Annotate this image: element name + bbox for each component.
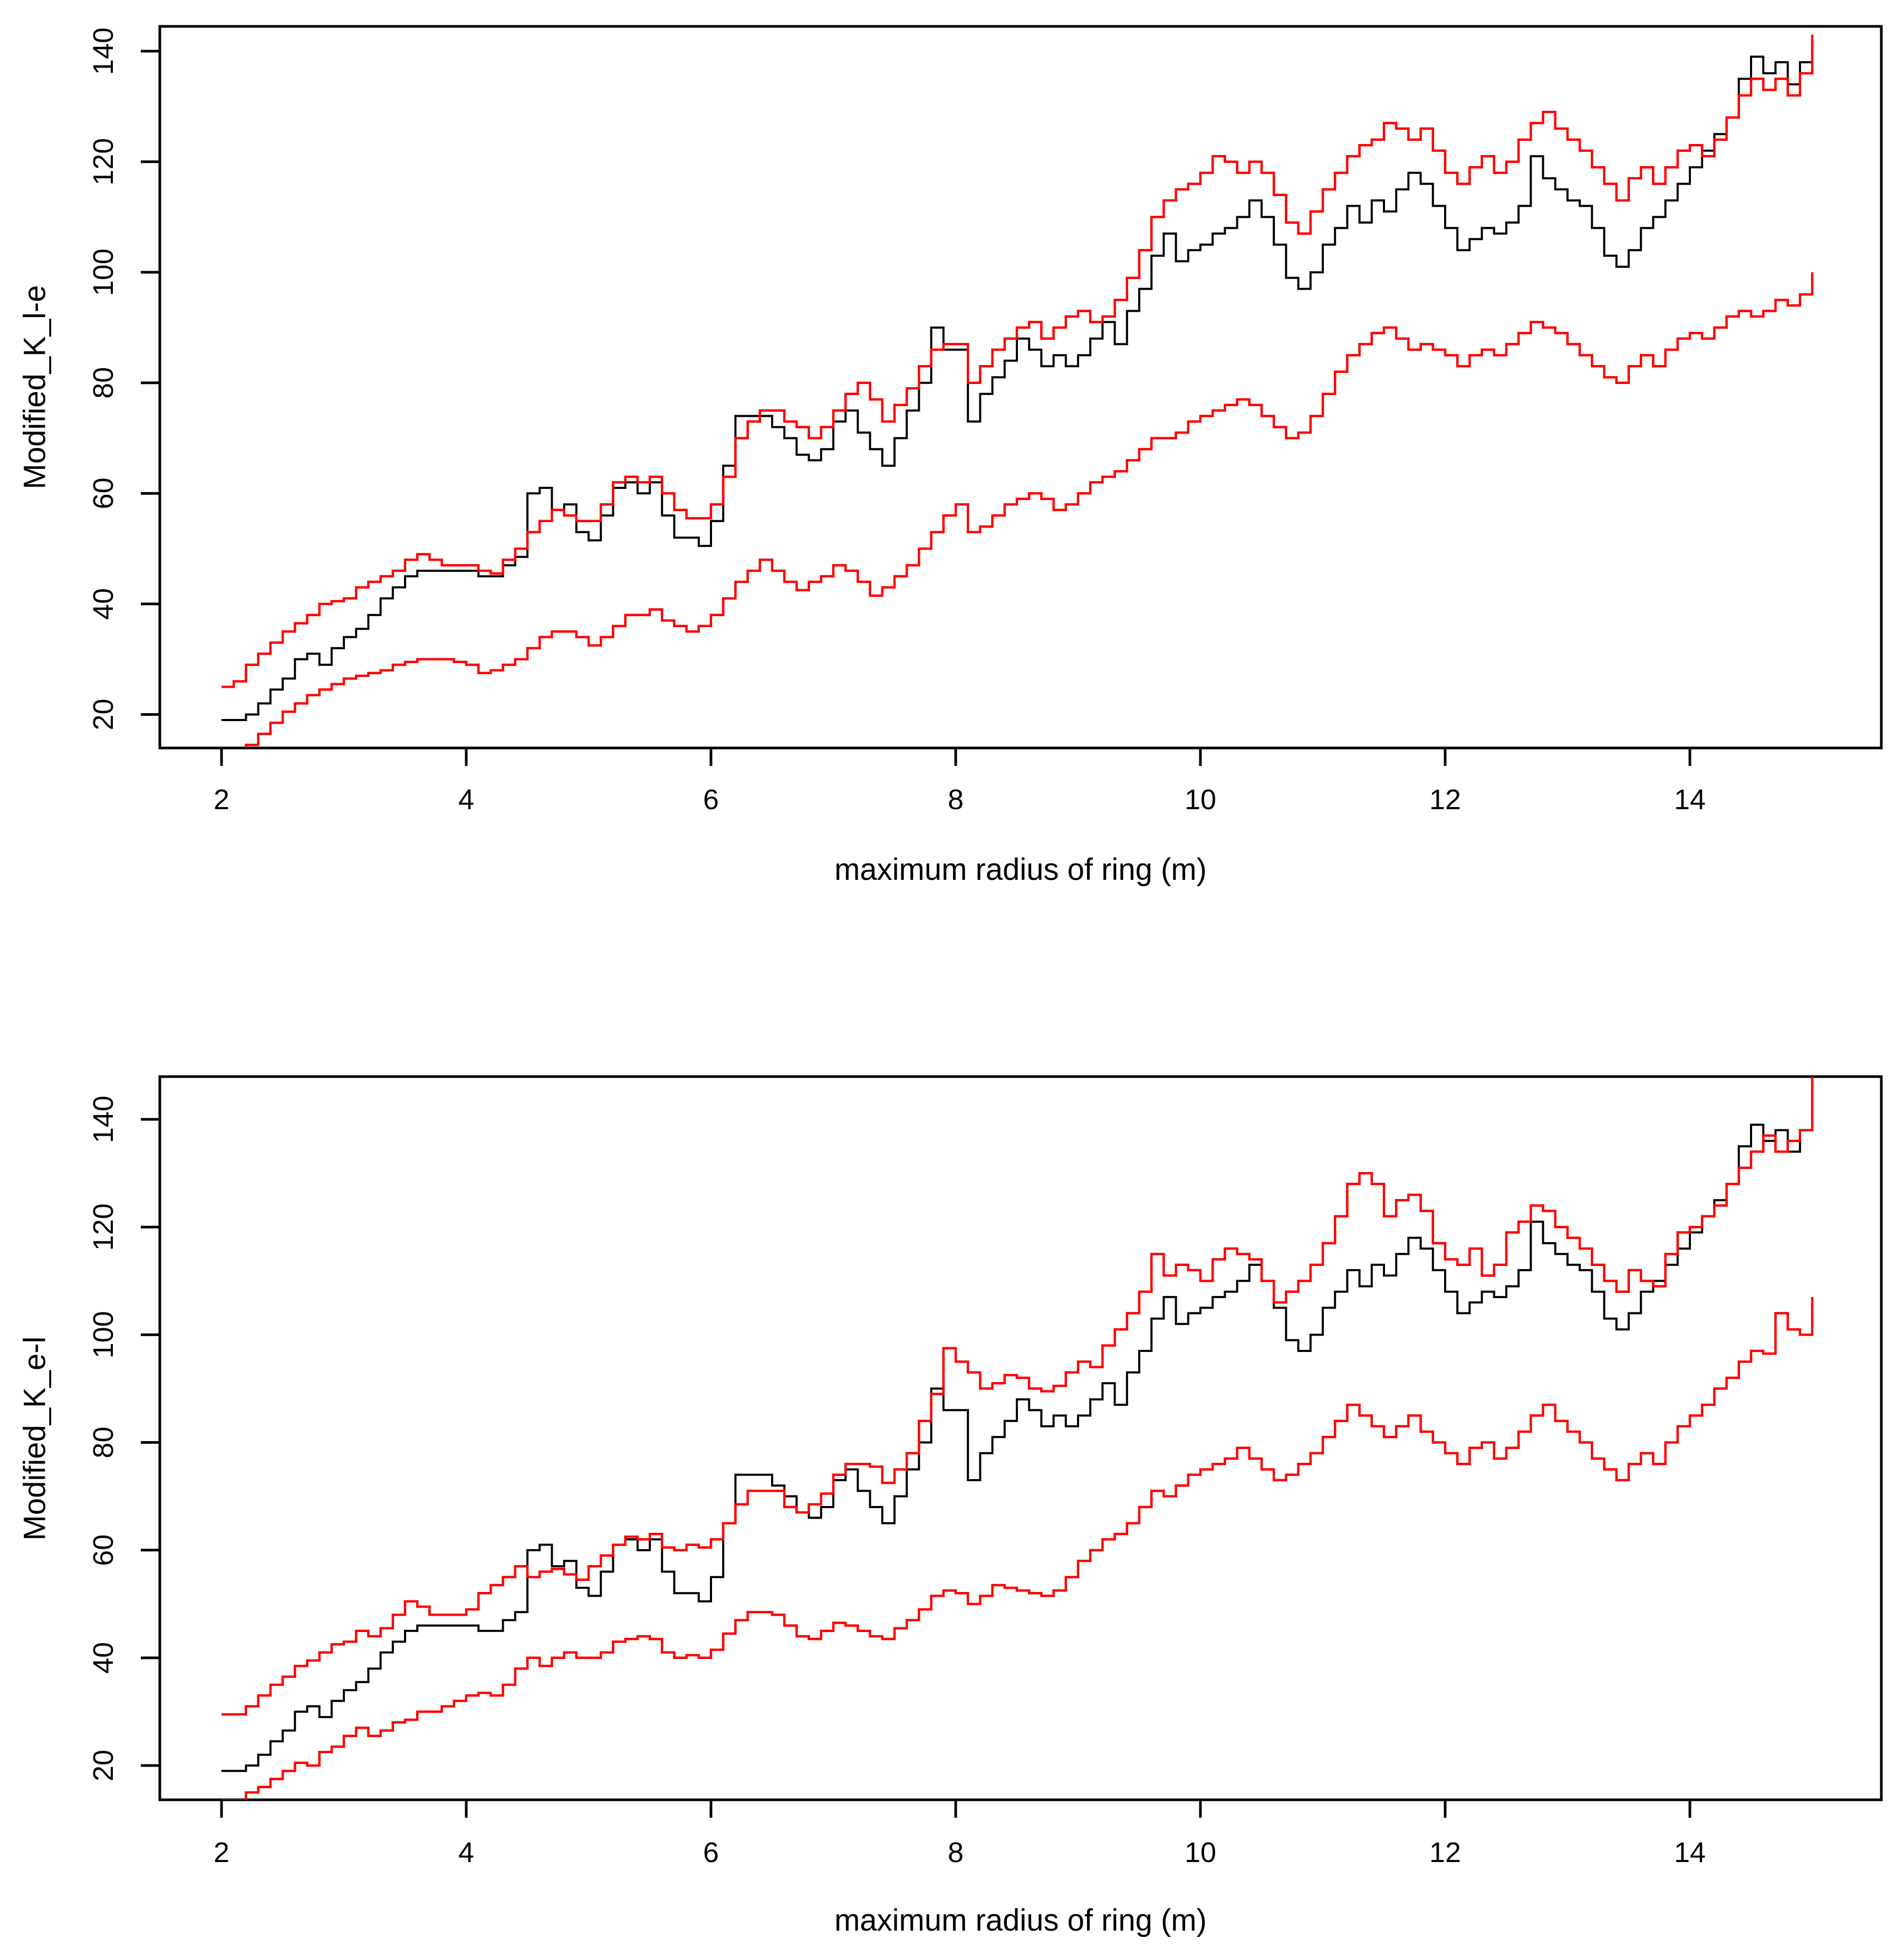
x-tick-label: 12	[1429, 1837, 1461, 1868]
x-tick-label: 4	[458, 784, 474, 816]
x-tick-label: 2	[214, 1837, 229, 1868]
x-tick-label: 10	[1185, 1837, 1216, 1868]
x-axis-title-bottom: maximum radius of ring (m)	[834, 1903, 1207, 1937]
y-tick-label: 40	[88, 1642, 119, 1674]
x-tick-label: 8	[948, 784, 964, 816]
y-tick-label: 80	[88, 1426, 119, 1458]
x-tick-label: 12	[1429, 784, 1461, 816]
x-tick-label: 10	[1185, 784, 1216, 816]
x-tick-label: 4	[458, 1837, 474, 1868]
y-tick-label: 20	[88, 698, 119, 730]
y-tick-label: 60	[88, 1534, 119, 1566]
y-tick-label: 100	[88, 248, 119, 296]
series-envelope-upper-line	[222, 34, 1814, 688]
x-axis-title-top: maximum radius of ring (m)	[834, 852, 1207, 887]
series-observed-line	[222, 55, 1813, 721]
plot-box	[158, 1075, 1883, 1801]
y-tick-label: 120	[88, 1203, 119, 1251]
series-envelope-lower-line	[222, 1297, 1814, 1800]
x-tick-label: 8	[948, 1837, 964, 1868]
plot-box	[158, 25, 1883, 750]
series-observed-line	[222, 1124, 1813, 1772]
y-tick-label: 20	[88, 1750, 119, 1781]
series-envelope-lower-line	[245, 272, 1814, 748]
y-tick-label: 100	[88, 1311, 119, 1358]
x-tick-label: 6	[703, 1837, 719, 1868]
x-tick-label: 14	[1674, 784, 1706, 816]
y-tick-label: 120	[88, 138, 119, 186]
plot-top: 2 4 6 8 10 12 14 20 40 60 80 100 120 140 maximum radi…	[18, 25, 1883, 887]
y-tick-label: 40	[88, 588, 119, 620]
series-envelope-upper-line	[222, 1077, 1814, 1716]
y-tick-label: 140	[88, 27, 119, 75]
x-tick-label: 2	[214, 784, 229, 816]
y-axis-title-bottom: Modified_K_e-l	[18, 1337, 52, 1541]
y-tick-label: 60	[88, 477, 119, 509]
y-axis-title-top: Modified_K_l-e	[18, 285, 52, 490]
y-tick-label: 140	[88, 1096, 119, 1143]
plot-bottom: 2 4 6 8 10 12 14 20 40 60 80 100 120 140 maximum radi…	[18, 1075, 1883, 1937]
x-tick-label: 14	[1674, 1837, 1706, 1868]
x-tick-label: 6	[703, 784, 719, 816]
y-tick-label: 80	[88, 367, 119, 399]
